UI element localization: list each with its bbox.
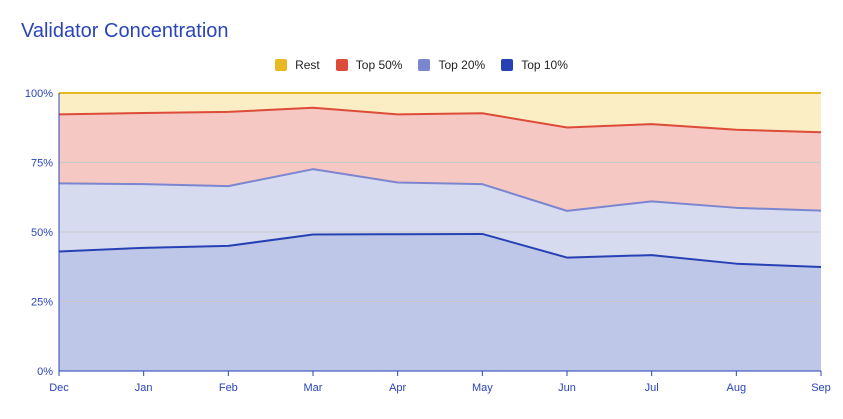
area-rest <box>59 93 821 133</box>
x-tick-label: Sep <box>811 382 831 394</box>
x-tick-label: May <box>472 382 493 394</box>
x-tick-label: Apr <box>389 382 406 394</box>
legend-label-top-10: Top 10% <box>521 58 568 72</box>
legend-swatch-top-20 <box>418 59 431 71</box>
area-top-10 <box>59 233 821 371</box>
legend-swatch-rest <box>275 59 288 71</box>
legend-swatch-top-10 <box>501 59 514 71</box>
area-layer <box>59 93 821 371</box>
y-tick-label: 75% <box>31 158 53 170</box>
legend-item-top-10[interactable]: Top 10% <box>501 58 568 72</box>
x-tick-label: Jul <box>645 382 659 394</box>
legend-item-top-20[interactable]: Top 20% <box>418 58 485 72</box>
line-top-20 <box>58 168 822 212</box>
line-top-50 <box>58 106 822 134</box>
area-top-50 <box>59 107 821 211</box>
legend-item-rest[interactable]: Rest <box>275 58 320 72</box>
legend-label-rest: Rest <box>295 58 320 72</box>
x-tick-label: Mar <box>304 382 323 394</box>
y-tick-label: 50% <box>31 227 53 239</box>
chart-title: Validator Concentration <box>21 20 229 42</box>
legend-label-top-50: Top 50% <box>355 58 403 72</box>
legend: Rest Top 50% Top 20% Top 10% <box>0 58 843 72</box>
tick-labels: 0% 25% 50% 75% 100% Dec Jan Feb Mar Apr May Jun Jul A… <box>25 88 831 394</box>
x-tick-label: Jun <box>558 382 576 394</box>
legend-swatch-top-50 <box>335 59 348 71</box>
x-tick-label: Jan <box>135 382 153 394</box>
y-tick-label: 0% <box>37 366 53 378</box>
legend-item-top-50[interactable]: Top 50% <box>335 58 403 72</box>
x-tick-label: Dec <box>49 382 69 394</box>
axes <box>58 93 822 376</box>
y-tick-label: 100% <box>25 88 53 100</box>
gridlines <box>59 162 821 302</box>
x-tick-label: Aug <box>727 382 747 394</box>
x-tick-label: Feb <box>219 382 238 394</box>
line-top-10 <box>58 232 822 269</box>
y-tick-label: 25% <box>31 297 53 309</box>
legend-label-top-20: Top 20% <box>438 58 486 72</box>
series-lines <box>58 92 822 269</box>
